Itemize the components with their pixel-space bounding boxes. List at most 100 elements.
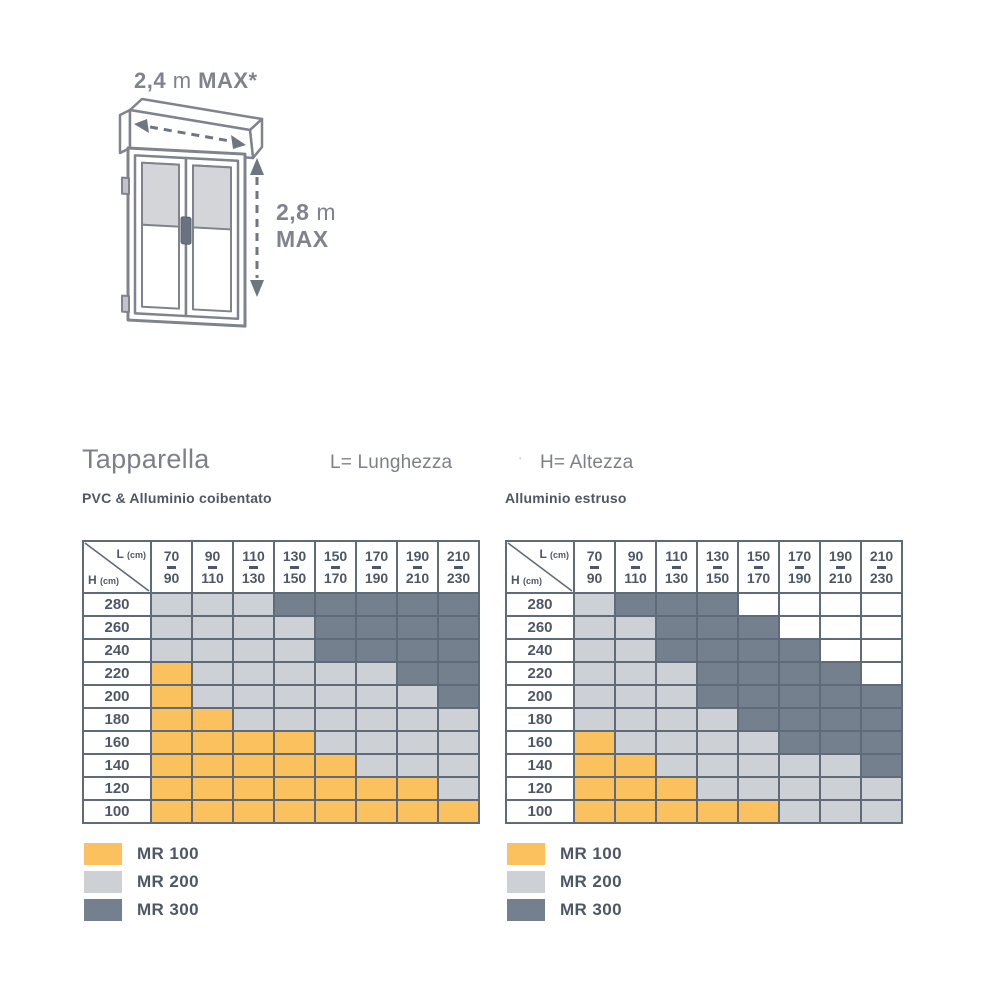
table-row: 160 [505, 730, 903, 755]
height-row-header: 280 [505, 592, 575, 617]
size-cell [819, 592, 862, 617]
size-cell [737, 799, 780, 824]
size-cell [396, 592, 439, 617]
size-cell [396, 753, 439, 778]
table-row: 140 [82, 753, 480, 778]
height-row-header: 120 [82, 776, 152, 801]
corner-length-label: L (cm) [116, 547, 146, 561]
size-cell [150, 661, 193, 686]
size-cell [778, 730, 821, 755]
page-title: Tapparella [82, 444, 210, 474]
length-range-header: 190 210 [819, 540, 862, 594]
size-cell [860, 592, 903, 617]
max-height-label: 2,8 m MAX [276, 199, 337, 252]
length-range-header: 70 90 [150, 540, 193, 594]
panel-alluminio-estruso: Alluminio estruso L (cm) H (cm) 70 90 90 110 1… [505, 490, 905, 940]
size-cell [573, 753, 616, 778]
size-cell [191, 799, 234, 824]
size-cell [355, 684, 398, 709]
size-cell [437, 776, 480, 801]
size-cell [314, 730, 357, 755]
size-cell [150, 615, 193, 640]
size-cell [778, 592, 821, 617]
size-cell [819, 776, 862, 801]
table-row: 280 [82, 592, 480, 617]
size-cell [696, 753, 739, 778]
length-range-header: 170 190 [355, 540, 398, 594]
legend-item: MR 300 [507, 899, 622, 921]
size-table-wrap: L (cm) H (cm) 70 90 90 110 110 130 130 150 150 170 1… [505, 540, 903, 824]
size-cell [737, 730, 780, 755]
size-cell [396, 615, 439, 640]
corner-height-label: H (cm) [511, 573, 543, 587]
size-cell [273, 615, 316, 640]
size-cell [396, 684, 439, 709]
size-cell [314, 799, 357, 824]
size-cell [150, 684, 193, 709]
size-cell [614, 615, 657, 640]
size-cell [860, 799, 903, 824]
size-cell [696, 592, 739, 617]
size-cell [860, 753, 903, 778]
size-cell [314, 592, 357, 617]
table-row: 220 [82, 661, 480, 686]
size-cell [860, 615, 903, 640]
size-cell [778, 753, 821, 778]
size-table: L (cm) H (cm) 70 90 90 110 110 130 130 150 150 170 1… [505, 540, 903, 824]
size-cell [614, 707, 657, 732]
height-row-header: 160 [82, 730, 152, 755]
size-cell [778, 707, 821, 732]
table-row: 160 [82, 730, 480, 755]
size-cell [355, 638, 398, 663]
table-row: 200 [82, 684, 480, 709]
size-cell [860, 661, 903, 686]
legend-swatch [84, 899, 122, 921]
size-cell [655, 592, 698, 617]
size-cell [150, 799, 193, 824]
size-cell [778, 776, 821, 801]
length-range-header: 70 90 [573, 540, 616, 594]
size-cell [696, 799, 739, 824]
length-range-header: 150 170 [737, 540, 780, 594]
size-cell [396, 661, 439, 686]
legend-label: MR 200 [137, 872, 199, 891]
height-arrow [250, 158, 264, 297]
legend-label: MR 100 [137, 844, 199, 863]
table-row: 220 [505, 661, 903, 686]
size-cell [819, 730, 862, 755]
size-cell [573, 615, 616, 640]
size-cell [860, 707, 903, 732]
size-cell [273, 799, 316, 824]
size-cell [437, 592, 480, 617]
height-row-header: 120 [505, 776, 575, 801]
table-subtitle: Alluminio estruso [505, 490, 627, 506]
size-cell [150, 592, 193, 617]
size-cell [437, 684, 480, 709]
size-cell [819, 684, 862, 709]
length-key-label: L= Lunghezza [330, 452, 453, 473]
width-arrow [134, 119, 246, 149]
size-cell [273, 753, 316, 778]
size-cell [355, 592, 398, 617]
corner-height-label: H (cm) [88, 573, 120, 587]
size-cell [314, 661, 357, 686]
size-cell [232, 615, 275, 640]
size-cell [191, 592, 234, 617]
size-cell [396, 707, 439, 732]
legend-item: MR 300 [84, 899, 199, 921]
height-row-header: 260 [505, 615, 575, 640]
size-cell [150, 753, 193, 778]
size-cell [191, 707, 234, 732]
table-row: 200 [505, 684, 903, 709]
table-row: 240 [505, 638, 903, 663]
legend: MR 100 MR 200 MR 300 [507, 843, 622, 927]
size-cell [737, 753, 780, 778]
size-cell [232, 799, 275, 824]
size-cell [573, 730, 616, 755]
size-cell [573, 684, 616, 709]
length-range-header: 150 170 [314, 540, 357, 594]
size-cell [655, 799, 698, 824]
size-cell [614, 638, 657, 663]
size-cell [314, 707, 357, 732]
height-row-header: 240 [82, 638, 152, 663]
